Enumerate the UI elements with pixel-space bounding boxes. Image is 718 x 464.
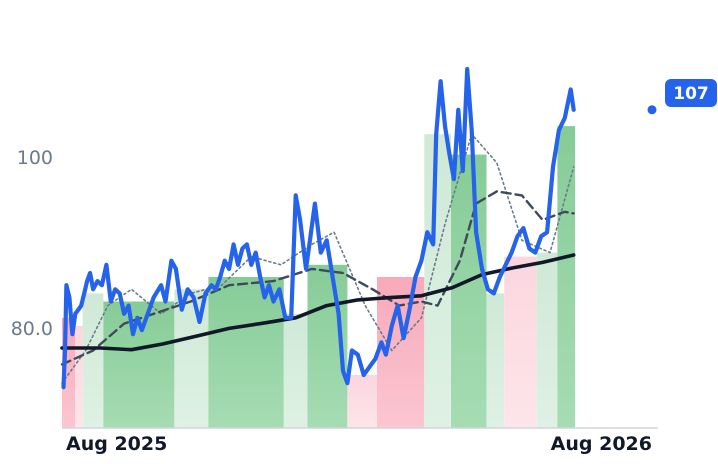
- volume-bar-3: [82, 293, 104, 428]
- volume-bar-7: [283, 313, 308, 428]
- volume-bar-6: [208, 277, 284, 428]
- last-value-dot: [647, 105, 657, 115]
- volume-bar-13: [486, 293, 505, 428]
- volume-bar-9: [347, 375, 377, 428]
- last-value-badge: 107: [665, 79, 717, 107]
- series-lines: [60, 66, 576, 390]
- series-line-ma-long: [60, 253, 576, 352]
- volume-bar-14: [504, 256, 537, 428]
- volume-bars: [62, 126, 576, 428]
- last-value-label: 107: [673, 84, 709, 104]
- x-tick-label-aug-2026: Aug 2026: [551, 433, 652, 455]
- volume-bar-11: [424, 134, 451, 428]
- x-tick-label-aug-2025: Aug 2025: [66, 433, 167, 455]
- volume-bar-16: [557, 126, 576, 428]
- volume-bar-2: [75, 326, 83, 428]
- y-tick-label-100: 100: [17, 147, 53, 169]
- volume-bar-12: [451, 154, 487, 428]
- series-line-price: [61, 66, 576, 390]
- volume-bar-15: [536, 252, 558, 428]
- y-tick-label-80: 80.0: [11, 318, 53, 340]
- series-line-ma-short: [61, 133, 575, 384]
